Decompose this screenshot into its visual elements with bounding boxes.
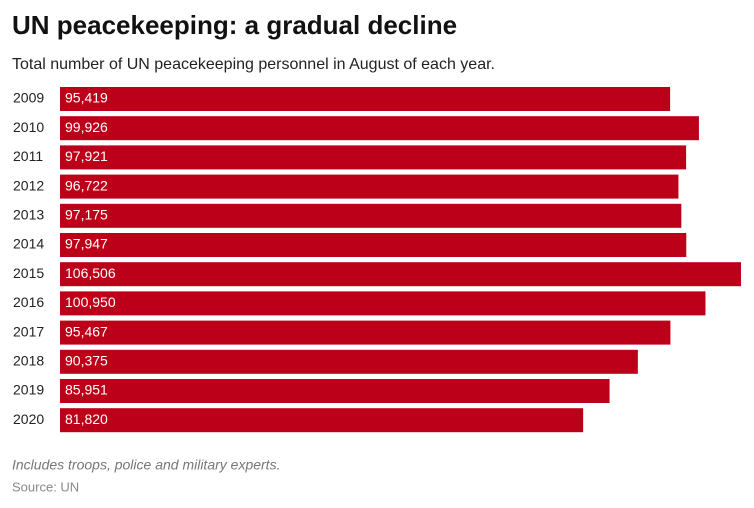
y-tick-label: 2015 xyxy=(13,265,44,281)
note: Includes troops, police and military exp… xyxy=(12,457,280,473)
value-label: 81,820 xyxy=(65,411,108,427)
y-tick-label: 2013 xyxy=(13,207,44,223)
bar xyxy=(60,87,671,111)
source: Source: UN xyxy=(12,479,79,494)
value-label: 96,722 xyxy=(65,177,108,193)
value-label: 100,950 xyxy=(65,294,116,310)
bar xyxy=(60,320,671,345)
chart-title: UN peacekeeping: a gradual decline xyxy=(12,10,457,40)
bar xyxy=(60,291,706,316)
bar xyxy=(60,145,687,170)
chart-subtitle: Total number of UN peacekeeping personne… xyxy=(12,56,495,73)
value-label: 106,506 xyxy=(65,265,116,281)
value-label: 90,375 xyxy=(65,353,108,369)
y-tick-label: 2020 xyxy=(13,411,44,427)
value-label: 95,419 xyxy=(65,90,108,106)
bar xyxy=(60,174,679,199)
y-tick-label: 2016 xyxy=(13,294,44,310)
value-label: 99,926 xyxy=(65,119,108,135)
y-tick-label: 2014 xyxy=(13,236,44,252)
value-label: 85,951 xyxy=(65,382,108,398)
bar xyxy=(60,408,584,433)
bar xyxy=(60,262,741,287)
bar xyxy=(60,203,682,228)
y-tick-label: 2017 xyxy=(13,323,44,339)
y-tick-label: 2009 xyxy=(13,90,44,106)
bar xyxy=(60,379,610,403)
y-tick-label: 2010 xyxy=(13,119,44,135)
y-tick-label: 2019 xyxy=(13,382,44,398)
value-label: 97,921 xyxy=(65,148,108,164)
value-label: 97,947 xyxy=(65,236,108,252)
value-label: 97,175 xyxy=(65,207,108,223)
bar xyxy=(60,233,687,257)
y-tick-label: 2018 xyxy=(13,353,44,369)
y-tick-label: 2012 xyxy=(13,177,44,193)
bar xyxy=(60,116,699,141)
bar xyxy=(60,349,638,374)
value-label: 95,467 xyxy=(65,323,108,339)
y-tick-label: 2011 xyxy=(13,148,43,164)
